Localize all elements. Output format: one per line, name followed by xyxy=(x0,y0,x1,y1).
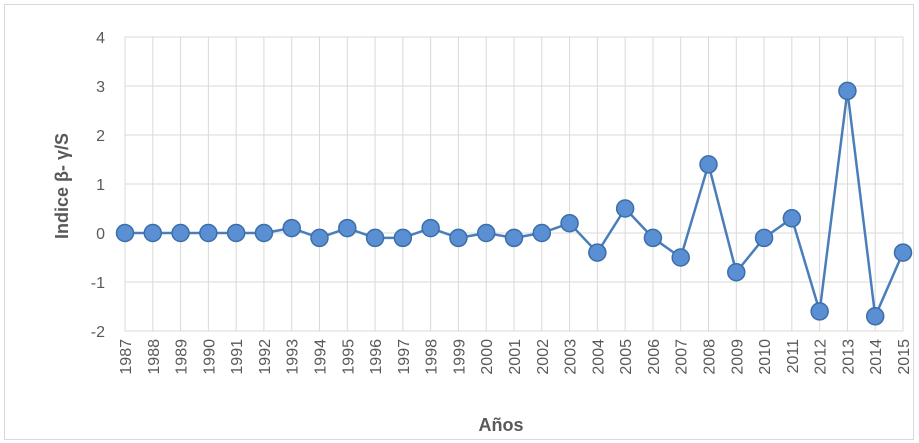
x-tick-label: 2003 xyxy=(563,339,580,375)
data-point-2001 xyxy=(504,228,524,248)
data-point-1996 xyxy=(365,228,385,248)
data-points xyxy=(115,81,913,326)
data-point-2006 xyxy=(643,228,663,248)
x-tick-label: 2001 xyxy=(507,339,524,375)
x-tick-label: 2009 xyxy=(729,339,746,375)
x-tick-label: 1993 xyxy=(285,339,302,375)
x-tick-label: 1994 xyxy=(313,339,330,375)
x-tick-label: 1996 xyxy=(368,339,385,375)
x-tick-label: 1998 xyxy=(424,339,441,375)
x-tick-label: 2005 xyxy=(618,339,635,375)
data-point-1998 xyxy=(421,218,440,238)
x-tick-label: 2002 xyxy=(535,339,552,375)
data-point-1987 xyxy=(115,223,135,243)
data-point-1999 xyxy=(449,228,468,248)
data-point-2015 xyxy=(893,243,913,262)
gridlines xyxy=(124,36,904,332)
x-tick-label: 1989 xyxy=(174,339,191,375)
data-point-2000 xyxy=(476,223,496,243)
x-tick-label: 2012 xyxy=(813,339,830,375)
y-tick-label: 1 xyxy=(96,177,105,194)
y-tick-label: -2 xyxy=(91,324,105,341)
data-point-2008 xyxy=(699,155,718,174)
x-tick-label: 2004 xyxy=(590,339,607,375)
y-axis-title: Indice β- γ/S xyxy=(52,133,72,239)
x-tick-label: 1987 xyxy=(118,339,135,375)
data-point-1993 xyxy=(282,218,301,238)
data-point-2003 xyxy=(560,213,579,233)
x-tick-labels: 1987 1988 1989 1990 1991 1992 1993 1994 1995 1996… xyxy=(118,339,913,375)
y-tick-label: 3 xyxy=(96,79,105,96)
data-point-2005 xyxy=(615,199,635,218)
data-point-1990 xyxy=(199,223,218,243)
data-point-2004 xyxy=(588,243,607,262)
data-point-1989 xyxy=(171,223,190,243)
data-point-2014 xyxy=(865,307,885,326)
data-point-2013 xyxy=(838,81,857,101)
data-point-1992 xyxy=(254,223,274,243)
x-tick-label: 2010 xyxy=(757,339,774,375)
data-point-2012 xyxy=(810,302,829,321)
data-point-1994 xyxy=(310,228,329,248)
data-point-1988 xyxy=(143,223,163,243)
y-tick-label: 4 xyxy=(96,30,105,47)
x-axis-title: Años xyxy=(479,415,524,435)
y-tick-label: 2 xyxy=(96,128,105,145)
x-tick-label: 1999 xyxy=(451,339,468,375)
chart-frame xyxy=(4,4,914,440)
y-tick-label: 0 xyxy=(96,226,105,243)
x-tick-label: 1991 xyxy=(229,339,246,375)
data-point-2011 xyxy=(782,209,802,228)
data-point-1995 xyxy=(338,218,357,238)
data-point-2002 xyxy=(532,223,552,243)
data-point-2009 xyxy=(727,262,746,282)
x-tick-label: 2006 xyxy=(646,339,663,375)
x-tick-label: 1990 xyxy=(201,339,218,375)
x-tick-label: 2007 xyxy=(674,339,691,375)
x-tick-label: 1995 xyxy=(340,339,357,375)
x-tick-label: 2015 xyxy=(896,339,913,375)
x-tick-label: 2000 xyxy=(479,339,496,375)
data-point-1991 xyxy=(226,223,246,243)
x-tick-label: 2014 xyxy=(868,339,885,375)
data-point-2010 xyxy=(754,228,774,248)
y-tick-labels: 4 3 2 1 0 -1 -2 xyxy=(91,30,105,341)
x-tick-label: 1997 xyxy=(396,339,413,375)
x-tick-label: 2013 xyxy=(840,339,857,375)
data-point-1997 xyxy=(393,228,413,248)
x-tick-label: 1992 xyxy=(257,339,274,375)
data-point-2007 xyxy=(671,248,690,267)
y-tick-label: -1 xyxy=(91,275,105,292)
x-tick-label: 1988 xyxy=(146,339,163,375)
x-tick-label: 2008 xyxy=(702,339,719,375)
x-tick-label: 2011 xyxy=(785,339,802,374)
